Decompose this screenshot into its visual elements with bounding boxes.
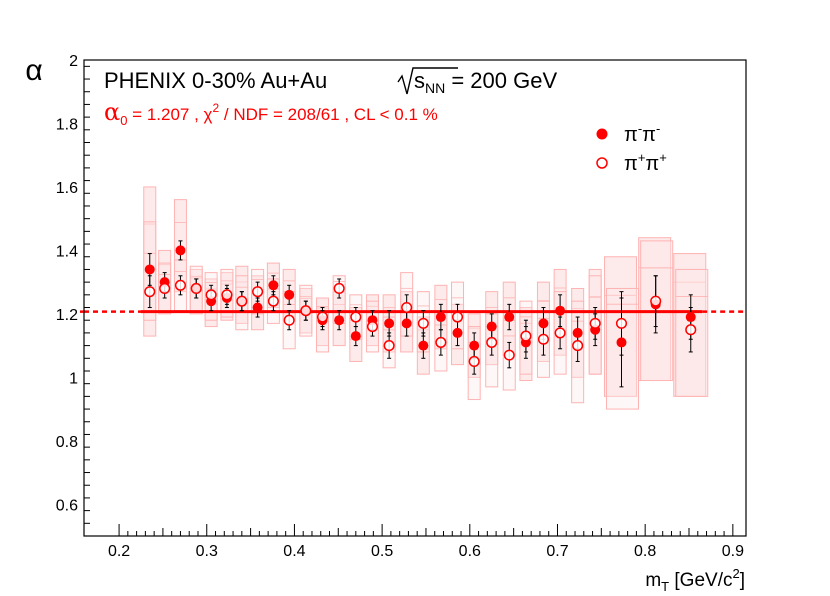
data-point-pi-plus xyxy=(451,311,464,323)
data-point-pi-plus xyxy=(435,336,447,348)
x-tick-label: 0.8 xyxy=(634,543,656,560)
data-point-pi-plus xyxy=(190,282,202,295)
data-point-pi-minus xyxy=(504,312,515,323)
data-point-pi-plus xyxy=(350,311,362,323)
data-point-pi-plus xyxy=(520,330,532,342)
data-point-pi-plus xyxy=(468,355,480,368)
chart-title: PHENIX 0-30% Au+Au xyxy=(104,68,327,93)
data-point-pi-minus xyxy=(284,289,295,300)
data-point-pi-minus xyxy=(435,312,446,323)
data-point-pi-minus xyxy=(268,280,279,291)
data-point-pi-minus xyxy=(252,302,263,313)
x-tick-label: 0.2 xyxy=(108,543,130,560)
legend-entry-pi-plus: π+π+ xyxy=(624,150,667,175)
data-point-pi-plus xyxy=(300,305,312,317)
x-tick-label: 0.9 xyxy=(722,543,744,560)
data-point-pi-plus xyxy=(589,317,601,329)
data-point-pi-plus xyxy=(615,317,628,329)
data-point-pi-minus xyxy=(418,340,429,351)
data-point-pi-minus xyxy=(555,305,566,316)
data-point-pi-plus xyxy=(572,340,584,352)
data-point-pi-minus xyxy=(572,327,583,338)
data-point-pi-plus xyxy=(316,311,329,323)
legend-marker-open xyxy=(596,157,608,169)
data-point-pi-plus xyxy=(221,289,233,301)
data-point-pi-minus xyxy=(616,337,627,348)
data-point-pi-plus xyxy=(383,340,395,352)
plot-frame xyxy=(83,59,747,537)
data-point-pi-plus xyxy=(417,317,429,329)
axes-ticks: 0.2 0.3 0.4 0.5 0.6 0.7 0.8 0.9 0.6 0.8 1 1.2 1.4 1.6… xyxy=(56,53,744,560)
fit-label: α0 = 1.207 , χ2 / NDF = 208/61 , CL < 0.… xyxy=(104,98,438,128)
data-point-pi-plus xyxy=(554,327,566,339)
data-point-pi-minus xyxy=(175,245,186,256)
data-point-pi-plus xyxy=(401,301,413,314)
data-point-pi-plus xyxy=(144,286,156,298)
y-tick-label: 1.4 xyxy=(56,243,78,260)
x-tick-label: 0.7 xyxy=(546,543,568,560)
x-tick-label: 0.3 xyxy=(196,543,218,560)
data-point-pi-plus xyxy=(537,333,550,345)
y-tick-label: 2 xyxy=(69,53,78,70)
data-point-pi-minus xyxy=(144,264,155,275)
data-point-pi-minus xyxy=(350,331,361,342)
y-tick-label: 1.6 xyxy=(56,180,78,197)
data-point-pi-minus xyxy=(334,315,345,326)
data-point-pi-minus xyxy=(384,318,395,329)
sys-band xyxy=(605,287,639,410)
data-point-pi-minus xyxy=(538,318,549,329)
data-point-pi-plus xyxy=(366,321,379,333)
data-point-pi-minus xyxy=(486,321,497,332)
data-point-pi-plus xyxy=(283,314,295,326)
y-axis-title: α xyxy=(25,54,42,87)
data-point-pi-plus xyxy=(267,295,279,307)
y-tick-label: 0.6 xyxy=(56,497,78,514)
legend-marker-filled xyxy=(596,128,608,140)
data-point-pi-plus xyxy=(333,282,345,295)
data-point-pi-plus xyxy=(650,295,662,307)
svg-text:sNN = 200 GeV: sNN = 200 GeV xyxy=(414,68,557,96)
y-tick-label: 1.2 xyxy=(56,307,78,324)
legend-entry-pi-minus: π-π- xyxy=(624,121,660,146)
data-points xyxy=(144,245,697,368)
data-point-pi-plus xyxy=(174,279,187,291)
x-tick-label: 0.5 xyxy=(371,543,393,560)
legend: π-π- π+π+ xyxy=(596,121,667,175)
data-point-pi-minus xyxy=(452,327,463,338)
data-point-pi-minus xyxy=(469,340,480,351)
x-tick-label: 0.4 xyxy=(283,543,305,560)
data-point-pi-minus xyxy=(401,318,412,329)
data-point-pi-minus xyxy=(685,312,696,323)
x-tick-label: 0.6 xyxy=(459,543,481,560)
data-point-pi-plus xyxy=(685,324,697,336)
data-point-pi-plus xyxy=(252,286,264,298)
y-tick-label: 0.8 xyxy=(56,434,78,451)
y-tick-label: 1.8 xyxy=(56,116,78,133)
energy-label: sNN = 200 GeV xyxy=(397,67,557,96)
x-axis-title: mT [GeV/c2] xyxy=(645,566,745,594)
data-point-pi-plus xyxy=(205,289,217,301)
y-tick-label: 1 xyxy=(69,370,78,387)
data-point-pi-plus xyxy=(503,349,515,361)
data-point-pi-plus xyxy=(236,295,248,307)
data-point-pi-plus xyxy=(486,336,498,348)
data-point-pi-plus xyxy=(159,282,171,295)
